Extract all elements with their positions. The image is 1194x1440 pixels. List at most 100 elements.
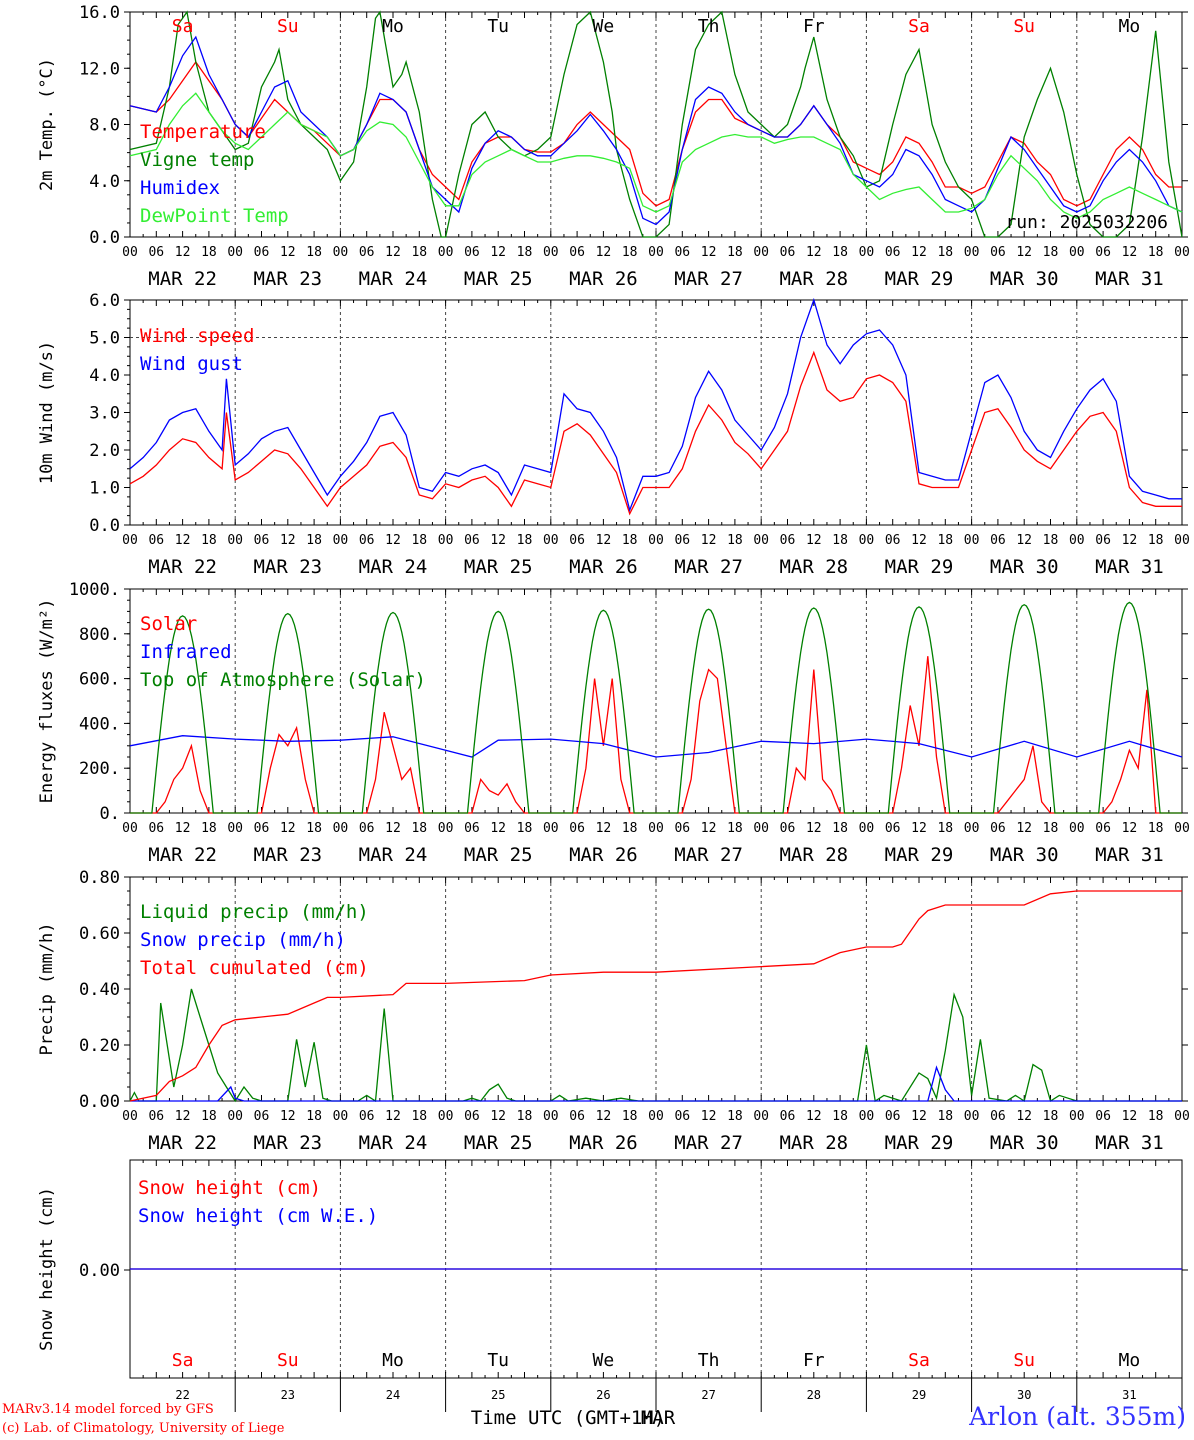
x-hour-label: 12 bbox=[701, 821, 717, 836]
x-hour-label: 06 bbox=[885, 821, 901, 836]
x-hour-label: 06 bbox=[569, 245, 585, 260]
x-hour-label: 00 bbox=[964, 533, 980, 548]
y-tick-label: 0.60 bbox=[79, 924, 120, 944]
legend-entry: Vigne temp bbox=[140, 149, 254, 171]
legend-entry: Humidex bbox=[140, 177, 220, 199]
x-hour-label: 00 bbox=[1069, 533, 1085, 548]
x-hour-label: 00 bbox=[227, 821, 243, 836]
x-hour-label: 00 bbox=[648, 245, 664, 260]
x-hour-label: 18 bbox=[201, 1109, 217, 1124]
x-hour-label: 00 bbox=[753, 245, 769, 260]
x-hour-label: 06 bbox=[674, 533, 690, 548]
x-hour-label: 06 bbox=[1095, 245, 1111, 260]
weekday-label: Mo bbox=[382, 16, 404, 37]
x-hour-label: 00 bbox=[1069, 245, 1085, 260]
x-hour-label: 00 bbox=[859, 1109, 875, 1124]
weekday-label: We bbox=[593, 1350, 615, 1371]
x-hour-label: 12 bbox=[701, 245, 717, 260]
x-hour-label: 18 bbox=[1043, 821, 1059, 836]
x-hour-label: 18 bbox=[411, 821, 427, 836]
y-tick-label: 6.0 bbox=[89, 291, 120, 311]
x-hour-label: 18 bbox=[1043, 245, 1059, 260]
x-hour-label: 18 bbox=[306, 1109, 322, 1124]
x-hour-label: 18 bbox=[622, 1109, 638, 1124]
y-tick-label: 0.0 bbox=[89, 516, 120, 536]
x-hour-label: 18 bbox=[1148, 245, 1164, 260]
x-hour-label: 00 bbox=[438, 245, 454, 260]
y-tick-label: 4.0 bbox=[89, 172, 120, 192]
x-hour-label: 06 bbox=[148, 1109, 164, 1124]
x-date-label: MAR 30 bbox=[990, 268, 1059, 290]
lab-credit: (c) Lab. of Climatology, University of L… bbox=[2, 1421, 285, 1436]
x-date-label: MAR 22 bbox=[148, 844, 217, 866]
x-date-label: MAR 25 bbox=[464, 1132, 533, 1154]
x-axis-title: Time UTC (GMT+1H) bbox=[471, 1407, 665, 1429]
series-wind-speed bbox=[129, 350, 1182, 516]
x-hour-label: 12 bbox=[806, 533, 822, 548]
x-hour-label: 00 bbox=[648, 533, 664, 548]
x-hour-label: 12 bbox=[911, 821, 927, 836]
x-hour-label: 12 bbox=[596, 533, 612, 548]
x-hour-label: 12 bbox=[1122, 245, 1138, 260]
x-hour-label: 18 bbox=[201, 245, 217, 260]
x-hour-label: 18 bbox=[727, 821, 743, 836]
x-hour-label: 06 bbox=[1095, 533, 1111, 548]
x-hour-label: 18 bbox=[622, 533, 638, 548]
run-label: run: 2025032206 bbox=[1005, 212, 1168, 233]
model-credit: MARv3.14 model forced by GFS bbox=[2, 1402, 214, 1417]
x-hour-label: 06 bbox=[254, 821, 270, 836]
series-dewpoint-temp bbox=[129, 92, 1183, 220]
y-tick-label: 0.20 bbox=[79, 1036, 120, 1056]
x-hour-label: 12 bbox=[490, 1109, 506, 1124]
weekday-label: Su bbox=[277, 16, 299, 37]
x-hour-label: 00 bbox=[333, 821, 349, 836]
x-hour-label: 00 bbox=[648, 821, 664, 836]
x-hour-label: 06 bbox=[148, 821, 164, 836]
x-hour-label: 18 bbox=[622, 821, 638, 836]
x-hour-label: 00 bbox=[1069, 1109, 1085, 1124]
day-number-label: 26 bbox=[596, 1388, 610, 1402]
x-hour-label: 12 bbox=[1016, 533, 1032, 548]
x-date-label: MAR 25 bbox=[464, 268, 533, 290]
x-hour-label: 06 bbox=[990, 533, 1006, 548]
x-hour-label: 00 bbox=[122, 245, 138, 260]
y-tick-label: 16.0 bbox=[79, 3, 120, 23]
day-number-label: 24 bbox=[386, 1388, 400, 1402]
x-hour-label: 12 bbox=[911, 245, 927, 260]
panel-3: 0. 200. 400. 600. 800. 1000. Energy fluxes (W/… bbox=[37, 580, 1190, 866]
x-hour-label: 00 bbox=[1174, 245, 1190, 260]
x-hour-label: 06 bbox=[674, 821, 690, 836]
x-hour-label: 18 bbox=[1148, 533, 1164, 548]
x-hour-label: 00 bbox=[1069, 821, 1085, 836]
x-hour-label: 12 bbox=[280, 821, 296, 836]
x-hour-label: 00 bbox=[859, 533, 875, 548]
series-infrared bbox=[129, 735, 1183, 758]
x-hour-label: 12 bbox=[596, 821, 612, 836]
series-humidex bbox=[129, 35, 1183, 226]
x-hour-label: 18 bbox=[1148, 1109, 1164, 1124]
x-hour-label: 12 bbox=[280, 245, 296, 260]
x-hour-label: 18 bbox=[622, 245, 638, 260]
x-hour-label: 18 bbox=[937, 821, 953, 836]
x-date-label: MAR 29 bbox=[885, 1132, 954, 1154]
weekday-label: We bbox=[593, 16, 615, 37]
x-date-label: MAR 29 bbox=[885, 556, 954, 578]
x-hour-label: 12 bbox=[175, 821, 191, 836]
weekday-label: Tu bbox=[487, 1350, 509, 1371]
x-hour-label: 06 bbox=[569, 533, 585, 548]
x-hour-label: 00 bbox=[753, 1109, 769, 1124]
x-hour-label: 06 bbox=[780, 821, 796, 836]
x-hour-label: 12 bbox=[490, 245, 506, 260]
weekday-label: Sa bbox=[908, 16, 930, 37]
x-hour-label: 12 bbox=[385, 821, 401, 836]
x-hour-label: 12 bbox=[596, 245, 612, 260]
x-hour-label: 00 bbox=[543, 533, 559, 548]
x-hour-label: 18 bbox=[832, 245, 848, 260]
day-number-label: 25 bbox=[491, 1388, 505, 1402]
x-date-label: MAR 31 bbox=[1095, 268, 1164, 290]
x-hour-label: 12 bbox=[175, 1109, 191, 1124]
legend-entry: Snow height (cm) bbox=[138, 1177, 321, 1199]
x-hour-label: 18 bbox=[306, 245, 322, 260]
weekday-label: Su bbox=[1013, 1350, 1035, 1371]
